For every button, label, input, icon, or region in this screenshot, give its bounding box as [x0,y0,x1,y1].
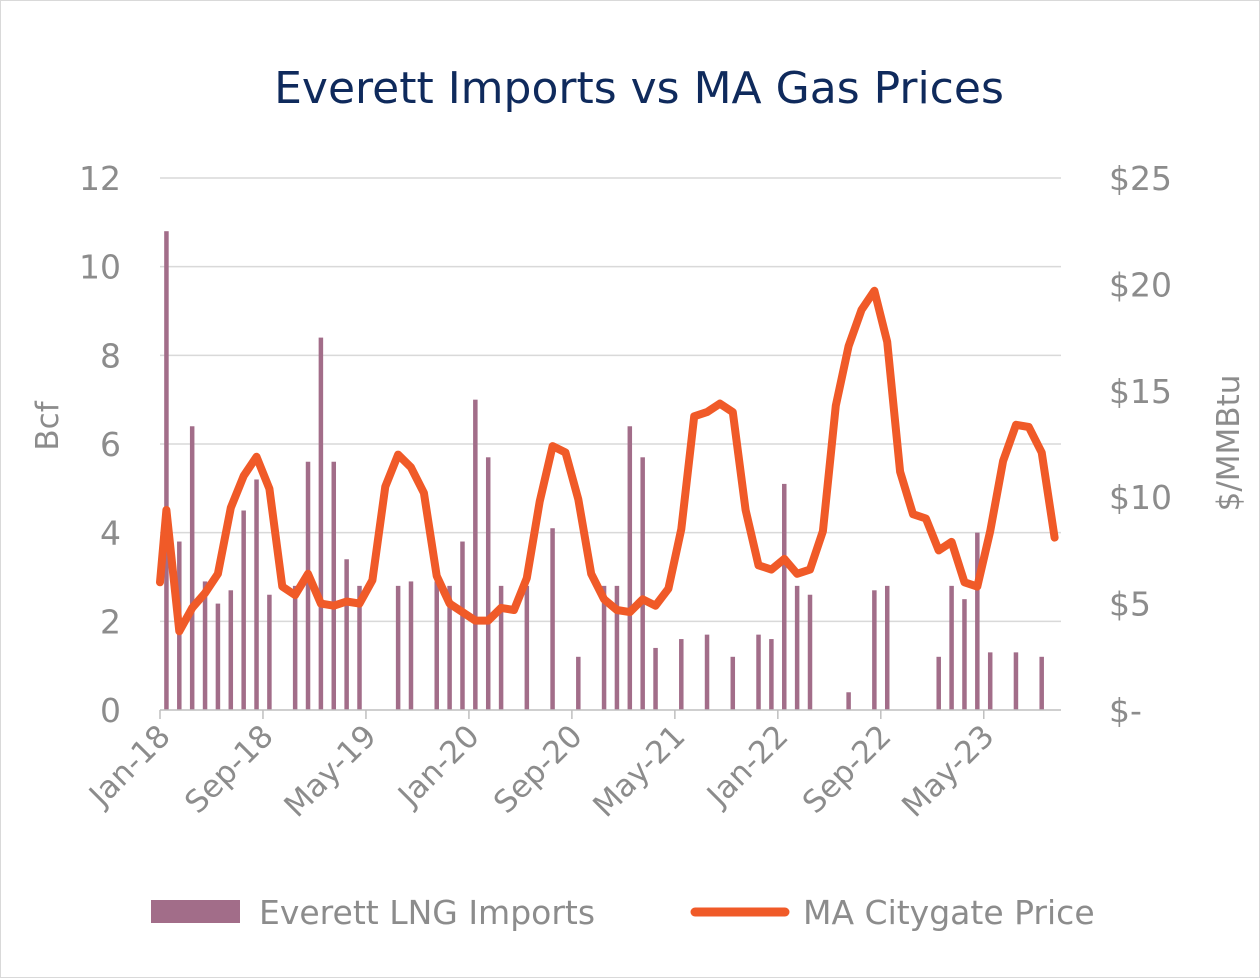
gridlines [160,177,1061,623]
bar [640,457,645,710]
bar [704,634,710,710]
bar [730,656,736,710]
bar [331,461,337,710]
bar [473,399,478,710]
bar [987,652,993,710]
bar [498,585,504,710]
bar [318,337,324,710]
x-tick-label: Jan-20 [390,718,486,814]
bar [1013,652,1019,710]
left-tick-label: 0 [100,691,121,730]
bar [254,479,259,710]
right-tick-label: $- [1109,691,1142,730]
bar [395,585,401,710]
bar [962,599,967,710]
bar [807,594,813,710]
left-tick-label: 2 [100,602,121,641]
left-axis-title: Bcf [30,400,66,450]
right-axis-title: $/MMBtu [1211,375,1247,512]
x-axis [159,709,1061,719]
bar [202,581,208,710]
bar [460,541,465,710]
legend-bar-label: Everett LNG Imports [259,893,595,932]
left-tick-label: 8 [100,336,121,375]
bar-series [164,231,1044,710]
bar [267,594,272,710]
line-series [156,286,1059,636]
bar [846,692,851,710]
left-tick-label: 4 [100,514,121,553]
bar [164,231,169,710]
right-tick-label: $10 [1109,478,1172,517]
bar [1039,656,1044,710]
bar [975,532,980,710]
bar [756,634,761,710]
chart-title: Everett Imports vs MA Gas Prices [274,63,1004,114]
bar [653,647,658,710]
x-tick-label: Sep-22 [796,718,899,821]
right-tick-label: $20 [1109,265,1172,304]
bar [794,585,800,710]
left-tick-label: 6 [100,425,121,464]
left-tick-label: 10 [79,248,121,287]
bar [408,581,414,710]
bar [679,639,684,710]
x-tick-label: Sep-20 [487,718,590,821]
right-tick-label: $5 [1109,585,1151,624]
left-tick-label: 12 [79,159,121,198]
bar [884,585,890,710]
bar [576,656,581,710]
bar [550,528,555,710]
bar [241,510,246,710]
bar [627,426,633,710]
bar [447,585,452,710]
bar [601,585,607,710]
bar [292,585,298,710]
legend-bar-swatch [151,900,240,923]
x-tick-label: Jan-18 [81,718,177,814]
legend: Everett LNG Imports MA Citygate Price [151,893,1095,932]
right-tick-label: $25 [1109,159,1172,198]
bar [949,585,954,710]
bar [344,559,349,710]
x-tick-label: May-19 [277,718,383,824]
x-tick-label: Jan-22 [699,718,795,814]
x-tick-label: May-23 [895,718,1001,824]
x-tick-label: Sep-18 [178,718,281,821]
bar [936,656,941,710]
bar [305,461,311,710]
x-tick-label: May-21 [586,718,692,824]
bar [357,585,362,710]
right-axis-ticks: $- $5 $10 $15 $20 $25 [1109,159,1172,730]
left-axis-ticks: 0 2 4 6 8 10 12 [79,159,121,730]
bar [189,426,195,710]
bar [485,457,491,710]
right-tick-label: $15 [1109,372,1172,411]
legend-line-label: MA Citygate Price [803,893,1095,932]
bar [524,585,530,710]
price-line [156,286,1059,636]
bar [434,581,439,710]
bar [228,590,234,710]
bar [769,639,774,710]
bar [872,590,877,710]
bar [782,483,787,710]
bar [215,603,221,710]
bar [614,585,620,710]
